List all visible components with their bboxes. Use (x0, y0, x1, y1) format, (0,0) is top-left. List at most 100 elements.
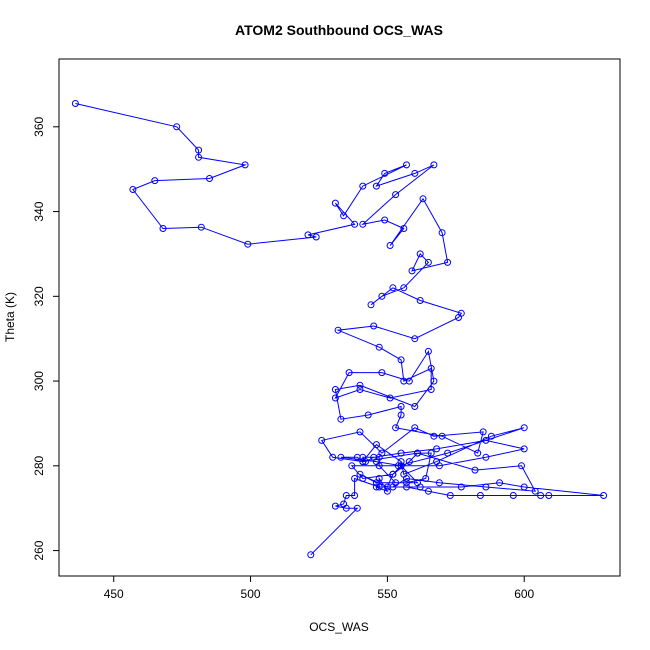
data-point (403, 475, 410, 482)
data-point (378, 292, 386, 300)
data-point (334, 326, 342, 334)
data-point (241, 161, 249, 169)
data-point (386, 242, 394, 249)
data-point (195, 146, 203, 154)
y-tick-label: 320 (32, 286, 46, 306)
data-point (356, 386, 364, 393)
data-point (471, 466, 479, 474)
data-point (331, 386, 339, 393)
data-point (331, 394, 339, 402)
data-point (400, 225, 408, 232)
data-point (444, 449, 452, 457)
data-point (457, 483, 465, 491)
data-point (375, 483, 383, 491)
data-point (531, 487, 539, 495)
data-point (518, 462, 525, 470)
data-point (71, 100, 79, 107)
data-point (372, 182, 380, 190)
data-point (487, 432, 495, 440)
data-point (397, 449, 405, 457)
data-point (446, 492, 454, 499)
data-point (348, 462, 356, 470)
y-tick-label: 260 (32, 540, 46, 560)
data-point (318, 436, 326, 444)
data-point (444, 258, 452, 266)
data-point (411, 403, 419, 410)
data-point (474, 449, 482, 457)
data-point (520, 424, 528, 432)
data-point (372, 441, 380, 449)
data-point (173, 123, 181, 131)
data-point (331, 199, 339, 207)
data-point (312, 233, 320, 241)
data-point (351, 220, 359, 228)
data-point (411, 169, 419, 177)
data-point (370, 322, 378, 330)
y-tick-label: 280 (32, 455, 46, 475)
x-axis: 450 500 550 600 (104, 576, 535, 601)
data-point (389, 284, 397, 292)
data-point (455, 314, 462, 321)
data-point (430, 161, 438, 169)
data-point (422, 475, 430, 482)
data-point (353, 504, 361, 512)
data-point (600, 492, 608, 499)
data-point (244, 240, 252, 248)
data-point (397, 411, 405, 419)
data-point (329, 453, 337, 461)
plot-frame (58, 58, 621, 577)
data-point (372, 458, 380, 466)
data-point (307, 551, 315, 559)
data-point (356, 470, 364, 478)
data-point (435, 479, 443, 487)
y-tick-label: 340 (32, 201, 46, 221)
data-point (304, 231, 312, 239)
data-point (337, 415, 345, 423)
data-point (375, 475, 383, 482)
data-point (482, 483, 490, 491)
data-point (476, 492, 484, 499)
data-point (389, 483, 397, 491)
data-point (405, 458, 413, 466)
data-point (427, 449, 435, 457)
series-line (75, 103, 604, 556)
data-point (389, 470, 397, 478)
data-point (362, 458, 369, 466)
data-point (427, 364, 435, 372)
x-tick-label: 600 (514, 587, 534, 601)
data-point (438, 229, 446, 237)
data-point (537, 492, 545, 499)
data-point (386, 394, 394, 402)
data-point (509, 492, 517, 499)
data-point (416, 297, 424, 304)
data-point (206, 175, 213, 182)
data-point (331, 502, 339, 510)
data-point (435, 462, 443, 470)
data-point (520, 445, 528, 453)
y-tick-label: 300 (32, 371, 46, 391)
data-point (356, 381, 364, 389)
data-point (438, 432, 446, 440)
chart-title: ATOM2 Southbound OCS_WAS (235, 22, 443, 38)
data-point (545, 492, 553, 499)
data-point (372, 483, 380, 491)
data-point (424, 347, 432, 355)
data-point (351, 492, 359, 499)
data-point (482, 453, 490, 461)
data-point (345, 369, 353, 377)
data-point (397, 356, 405, 364)
data-point (403, 161, 410, 169)
data-point (427, 386, 435, 393)
data-point (159, 225, 167, 232)
data-point (151, 177, 159, 185)
data-point (342, 504, 350, 512)
data-point (378, 369, 386, 377)
data-point (411, 335, 419, 343)
data-point (416, 483, 424, 491)
data-point (340, 212, 348, 220)
y-axis: 260 280 300 320 340 360 (32, 116, 59, 561)
y-tick-label: 360 (32, 116, 46, 136)
data-point (397, 403, 405, 410)
data-point (411, 424, 419, 432)
